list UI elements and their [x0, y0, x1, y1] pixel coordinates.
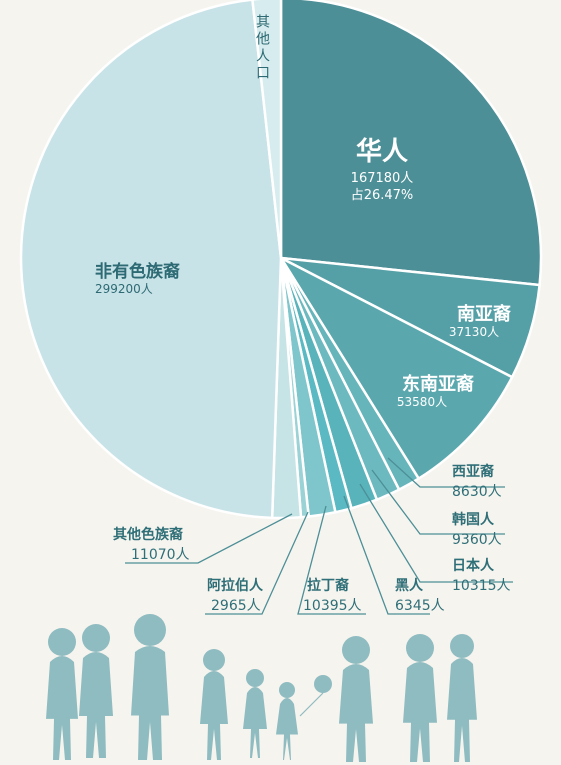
balloon-icon [314, 675, 332, 693]
label-feiyouse: 非有色族裔 299200人 [95, 261, 180, 296]
pie-slice-2 [277, 254, 514, 481]
leader-line-0 [387, 457, 505, 488]
outer-label-lading-name: 拉丁裔 [307, 577, 349, 594]
leader-line-5 [205, 511, 309, 615]
pie-slice-11 [251, 0, 283, 259]
slice-label-name: 华人 [356, 136, 408, 167]
label-huaren: 华人 167180人 占26.47% [351, 136, 414, 203]
slice-label-value: 37130人 [449, 325, 499, 339]
person-4-head [246, 669, 264, 687]
person-6-head [342, 636, 370, 664]
slice-label-name: 南亚裔 [457, 303, 511, 325]
person-5-body [276, 698, 298, 760]
slice-label-name: 东南亚裔 [402, 373, 474, 395]
slice-label-share: 占26.47% [351, 188, 414, 203]
balloon-string [299, 692, 324, 717]
slice-label-value: 299200人 [95, 282, 153, 296]
person-3-head [203, 649, 225, 671]
leader-lines [125, 457, 513, 615]
person-1-body [79, 652, 113, 758]
pie-slices [19, 0, 543, 520]
leader-line-3 [343, 495, 430, 615]
person-3-body [200, 671, 228, 760]
people-silhouettes [46, 614, 477, 762]
outer-label-lading-value: 10395人 [303, 598, 362, 614]
outer-label-ribenren-value: 10315人 [452, 578, 511, 594]
person-0-body [46, 656, 78, 760]
label-nanyayi: 南亚裔 37130人 [449, 303, 511, 339]
person-8-head [450, 634, 474, 658]
person-4-body [243, 687, 267, 758]
person-6-body [339, 664, 373, 762]
person-8-body [447, 658, 477, 762]
person-1-head [82, 624, 110, 652]
leader-line-2 [359, 483, 513, 583]
pie-slice-0 [279, 0, 543, 287]
pie-slice-10 [19, 0, 283, 520]
outer-label-xiyayi-value: 8630人 [452, 484, 502, 500]
outer-label-ribenren-name: 日本人 [452, 557, 495, 574]
outer-label-qitase-value: 11070人 [131, 547, 190, 563]
slice-label-value: 167180人 [351, 171, 414, 186]
slice-label-qitarenkou: 其他人口 [254, 14, 270, 82]
outer-label-heiren-name: 黑人 [395, 577, 424, 594]
outer-label-alabo-value: 2965人 [211, 598, 261, 614]
leader-line-4 [297, 505, 366, 615]
person-7-head [406, 634, 434, 662]
outer-label-hanguoren-value: 9360人 [452, 532, 502, 548]
person-0-head [48, 628, 76, 656]
outer-label-xiyayi-name: 西亚裔 [452, 463, 494, 480]
person-2-body [131, 646, 169, 760]
person-5-head [279, 682, 295, 698]
label-dongnanyayi: 东南亚裔 53580人 [397, 373, 474, 409]
leader-line-1 [371, 469, 505, 535]
outer-label-qitase-name: 其他色族裔 [113, 526, 183, 543]
outer-label-alabo-name: 阿拉伯人 [207, 577, 264, 594]
slice-label-value: 53580人 [397, 395, 447, 409]
outer-label-heiren-value: 6345人 [395, 598, 445, 614]
person-2-head [134, 614, 166, 646]
leader-line-6 [125, 513, 293, 564]
slice-label-name: 非有色族裔 [95, 261, 180, 282]
outer-label-hanguoren-name: 韩国人 [452, 511, 495, 528]
person-7-body [403, 662, 437, 762]
